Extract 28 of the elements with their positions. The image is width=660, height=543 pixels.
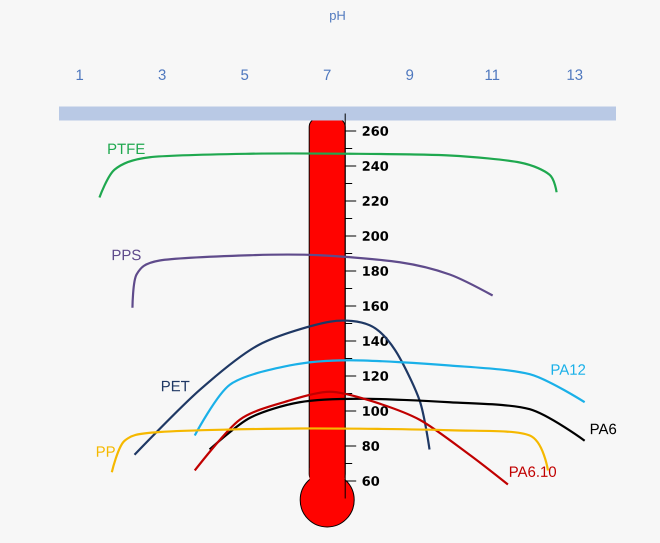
x-tick-label: 1 xyxy=(76,70,84,80)
x-tick-label: 11 xyxy=(486,70,500,80)
y-tick-label: 120 xyxy=(363,371,388,381)
series-label: PTFE xyxy=(108,144,145,154)
series-label: PET xyxy=(162,380,190,392)
x-tick-label: 5 xyxy=(241,70,248,80)
line-series xyxy=(133,320,431,456)
line-series xyxy=(194,359,586,437)
y-tick-label: 160 xyxy=(363,301,388,311)
x-axis-title: pH xyxy=(330,10,345,23)
y-tick-label: 260 xyxy=(362,126,388,136)
y-tick-label: 60 xyxy=(362,476,380,486)
line-series xyxy=(194,390,510,486)
x-tick-label: 9 xyxy=(406,69,414,80)
y-tick-label: 80 xyxy=(362,441,380,451)
y-tick-label: 240 xyxy=(362,161,388,171)
y-tick-label: 200 xyxy=(362,231,388,241)
series-label: PA6 xyxy=(590,424,616,434)
y-tick-label: 100 xyxy=(363,406,388,416)
x-tick-label: 7 xyxy=(324,70,331,80)
y-tick-label: 220 xyxy=(362,196,388,206)
y-tick-label: 180 xyxy=(363,266,388,276)
x-tick-label: 13 xyxy=(568,69,582,80)
series-label: PA12 xyxy=(552,364,586,375)
series-label: PP xyxy=(96,446,115,457)
series-label: PPS xyxy=(112,250,141,260)
series-label: PA6.10 xyxy=(510,466,556,477)
x-tick-label: 3 xyxy=(158,69,166,80)
